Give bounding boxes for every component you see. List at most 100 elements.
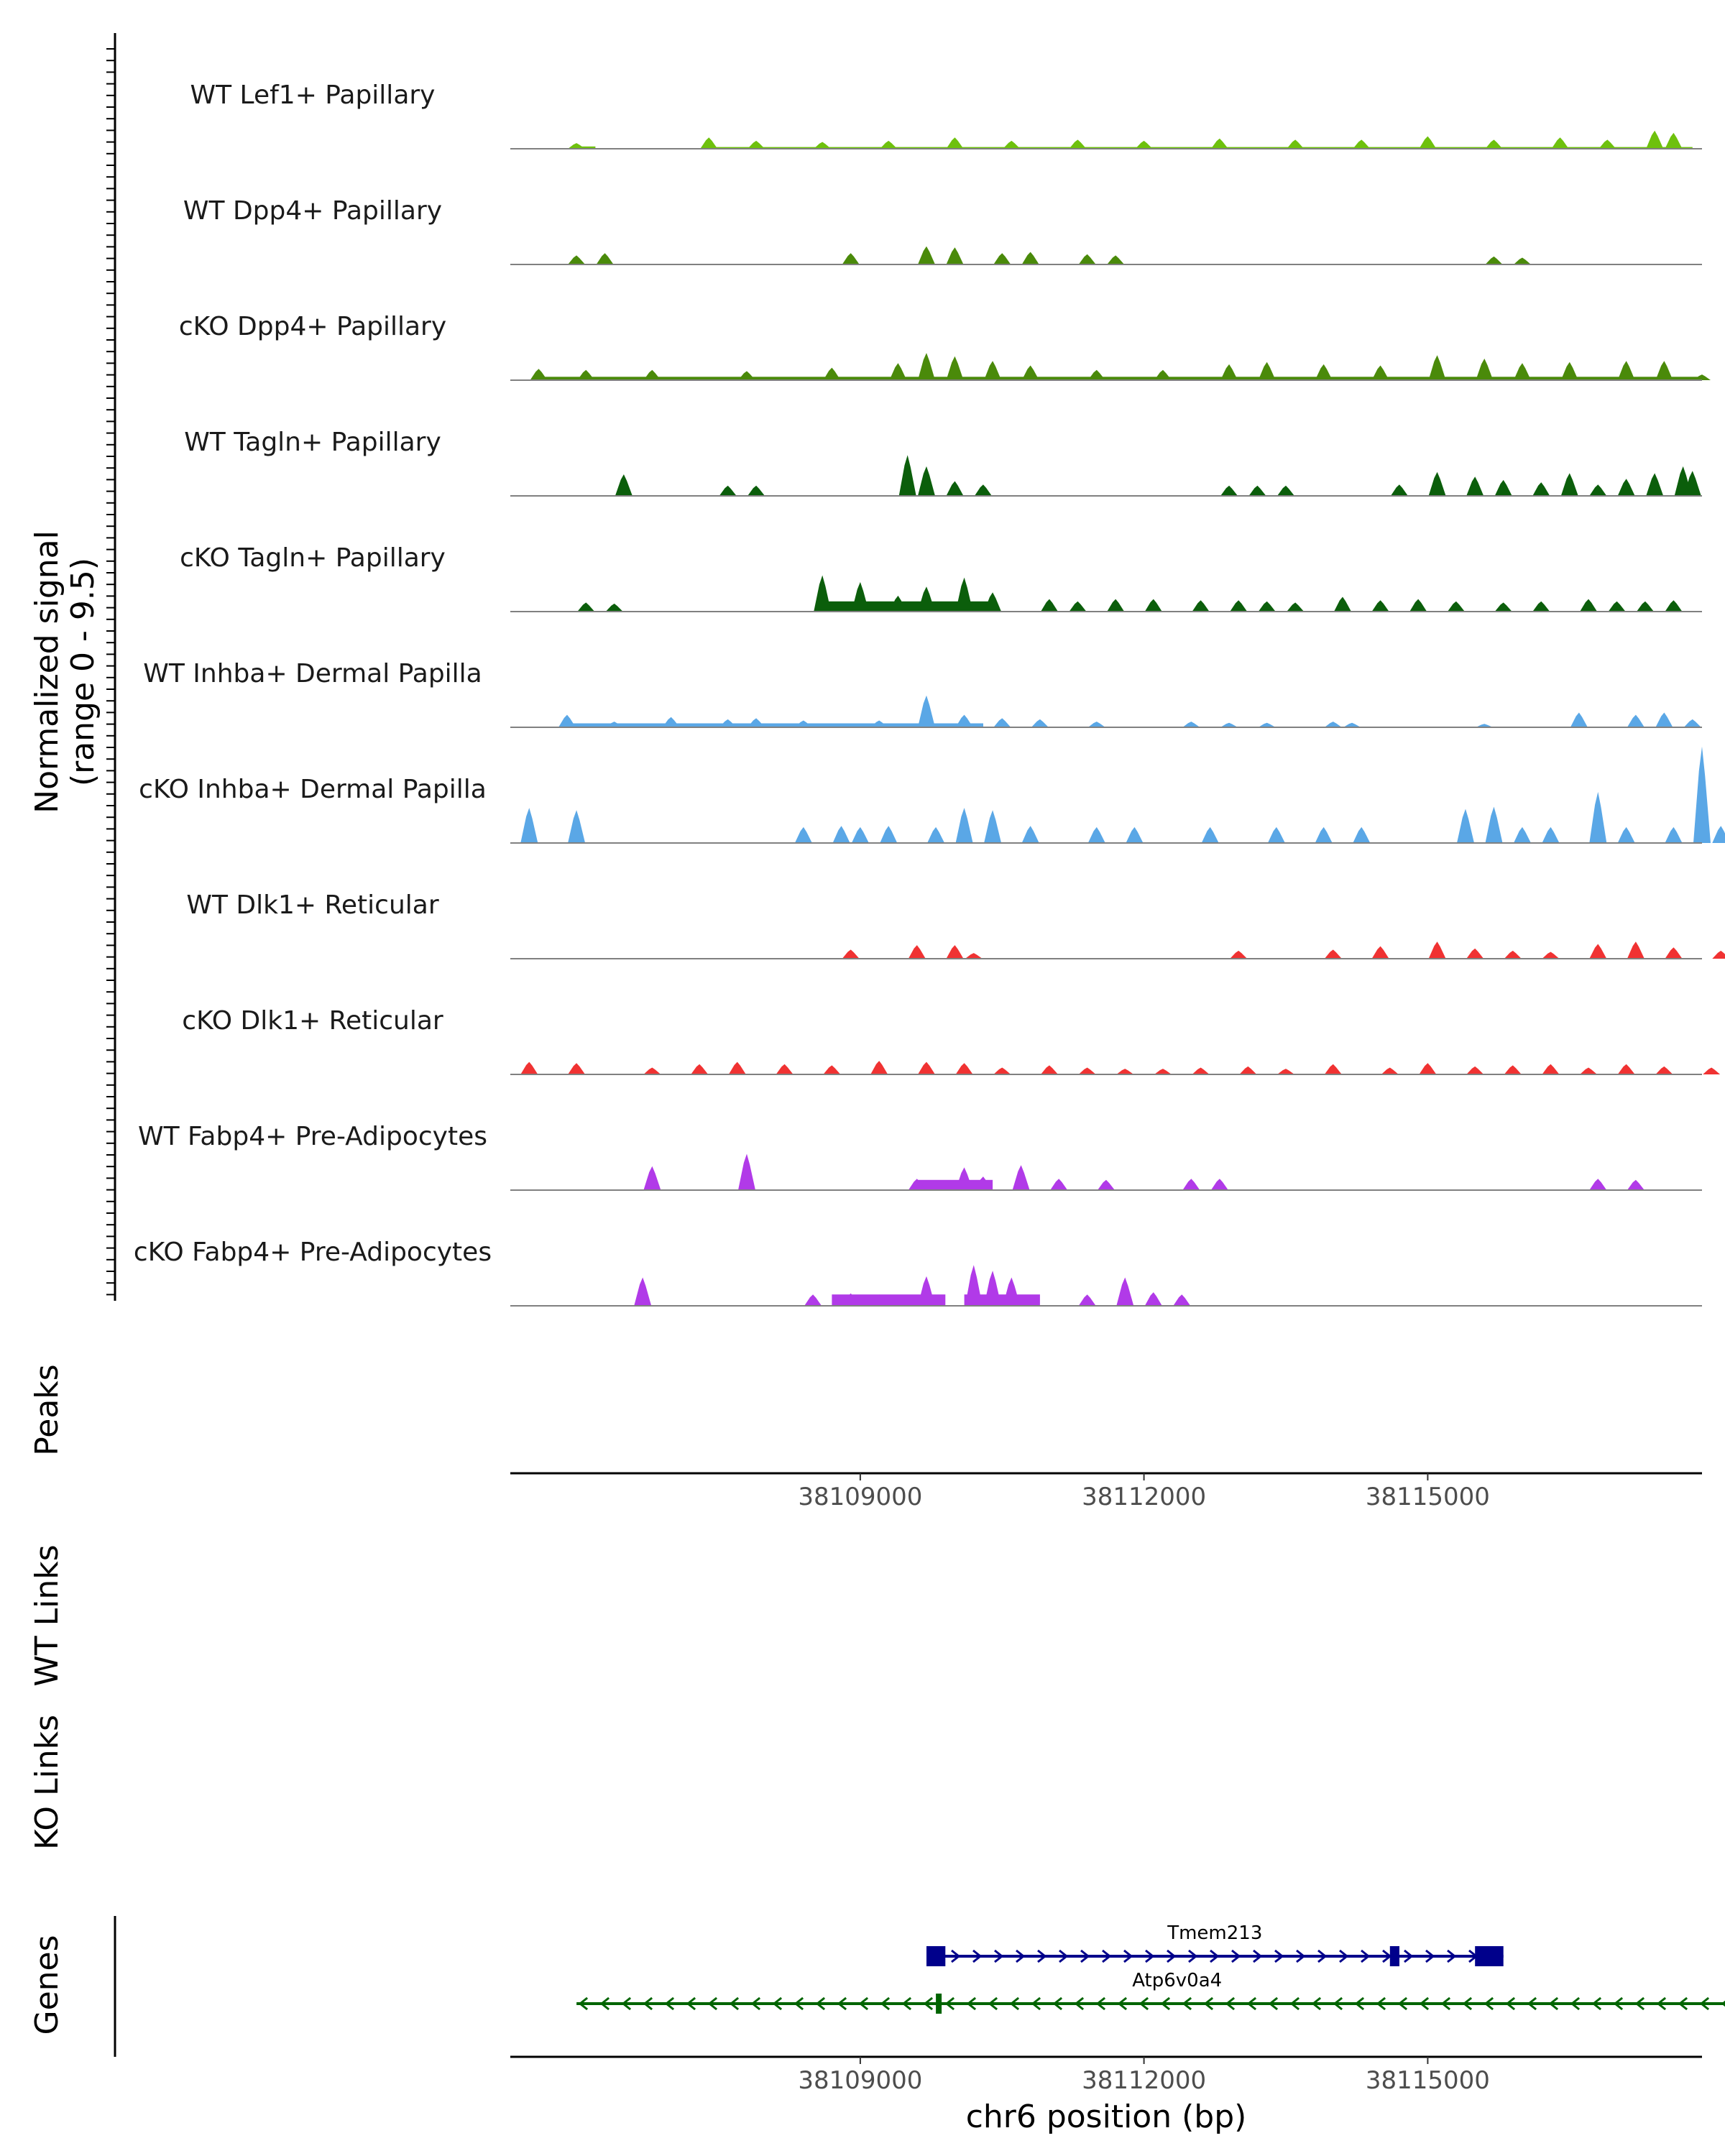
- coverage-peak: [1665, 947, 1683, 959]
- coverage-peak: [1144, 599, 1162, 612]
- track-label: cKO Dpp4+ Papillary: [179, 312, 446, 341]
- coverage-peak: [870, 720, 888, 727]
- strand-arrow: [1699, 1996, 1710, 2011]
- strand-arrow: [837, 1996, 847, 2011]
- genes-x-tick-label: 38115000: [1366, 2066, 1490, 2095]
- coverage-peak: [955, 1167, 973, 1190]
- strand-arrow: [1123, 1949, 1133, 1963]
- coverage-peak: [1712, 826, 1725, 843]
- strand-arrow: [1425, 1949, 1435, 1963]
- coverage-peak: [1514, 826, 1531, 843]
- coverage-peak: [568, 143, 586, 149]
- coverage-track: WT Tagln+ Papillary: [184, 428, 1702, 497]
- strand-arrow: [923, 1996, 934, 2011]
- coverage-peak: [1287, 602, 1305, 612]
- coverage-peak: [1617, 1064, 1635, 1074]
- coverage-peak: [1494, 479, 1512, 496]
- coverage-peak: [1580, 1067, 1598, 1074]
- strand-arrow: [1656, 1996, 1667, 2011]
- coverage-peak: [738, 371, 755, 380]
- coverage-peak: [1476, 359, 1494, 380]
- coverage-track: cKO Dlk1+ Reticular: [182, 1006, 1721, 1075]
- coverage-peak: [1683, 719, 1701, 727]
- coverage-track: WT Inhba+ Dermal Papilla: [143, 659, 1702, 728]
- gene-exon: [1389, 1946, 1399, 1966]
- coverage-peak: [1428, 471, 1446, 496]
- strand-arrow: [815, 1996, 826, 2011]
- coverage-peak: [1476, 724, 1494, 727]
- gene-models: Tmem213 Atp6v0a4: [576, 1922, 1725, 2014]
- coverage-peak: [1230, 600, 1248, 612]
- strand-arrow: [729, 1996, 740, 2011]
- coverage-peak: [728, 1061, 746, 1074]
- coverage-track: WT Fabp4+ Pre-Adipocytes: [138, 1122, 1702, 1191]
- coverage-peak: [1655, 1066, 1673, 1074]
- coverage-peak: [814, 575, 832, 612]
- coverage-peak: [823, 1065, 841, 1074]
- strand-arrow: [1570, 1996, 1581, 2011]
- coverage-peak: [1220, 485, 1238, 496]
- coverage-peak: [918, 353, 935, 380]
- coverage-peak: [776, 1064, 794, 1074]
- coverage-peak: [1287, 139, 1305, 149]
- coverage-peak: [1154, 1069, 1172, 1074]
- gene-exon: [936, 1994, 942, 2014]
- strand-arrow: [1634, 1996, 1645, 2011]
- track-label: WT Tagln+ Papillary: [184, 428, 441, 457]
- strand-arrow: [951, 1949, 961, 1963]
- coverage-peak: [1655, 361, 1673, 380]
- strand-arrow: [621, 1996, 632, 2011]
- coverage-peak: [1069, 601, 1087, 612]
- coverage-peak: [927, 826, 945, 843]
- coverage-peak: [1419, 1063, 1437, 1074]
- track-label: WT Fabp4+ Pre-Adipocytes: [138, 1122, 487, 1151]
- coverage-peak: [662, 717, 680, 727]
- strand-arrow: [686, 1996, 696, 2011]
- coverage-peak: [1173, 1294, 1191, 1306]
- coverage-peak: [851, 581, 869, 612]
- coverage-peak: [1116, 1277, 1134, 1306]
- strand-arrow: [1009, 1996, 1020, 2011]
- strand-arrow: [707, 1996, 718, 2011]
- strand-arrow: [1404, 1949, 1414, 1963]
- coverage-tracks: WT Lef1+ Papillary WT Dpp4+ Papillary cKO …: [134, 80, 1725, 1307]
- coverage-peak: [1494, 602, 1512, 612]
- coverage-peak: [1182, 722, 1200, 727]
- strand-arrow: [1721, 2000, 1725, 2007]
- coverage-peak: [823, 367, 841, 380]
- strand-arrow: [1548, 1996, 1559, 2011]
- coverage-peak: [898, 455, 916, 496]
- strand-arrow: [966, 1996, 977, 2011]
- coverage-peak: [568, 1063, 586, 1074]
- coverage-peak: [520, 1061, 538, 1074]
- strand-arrow: [1102, 1949, 1112, 1963]
- coverage-peak: [1381, 1067, 1399, 1074]
- coverage-peak: [1560, 361, 1578, 380]
- strand-arrow: [1419, 1996, 1430, 2011]
- coverage-peak: [1353, 826, 1371, 843]
- coverage-peak: [558, 714, 576, 727]
- coverage-peak: [946, 356, 964, 380]
- coverage-peak: [1447, 601, 1465, 612]
- coverage-peak: [1504, 950, 1522, 959]
- coverage-peak: [918, 466, 935, 496]
- coverage-peak: [1532, 482, 1550, 496]
- coverage-peak: [643, 1166, 661, 1190]
- coverage-peak: [1542, 1064, 1560, 1074]
- coverage-peak: [1514, 363, 1531, 380]
- coverage-baseline-signal: [538, 377, 1702, 380]
- strand-arrow: [1182, 1996, 1192, 2011]
- coverage-peak: [1267, 826, 1285, 843]
- strand-arrow: [1231, 1949, 1241, 1963]
- coverage-peak: [955, 1063, 973, 1074]
- coverage-peak: [984, 1271, 1002, 1306]
- strand-arrow: [1052, 1996, 1063, 2011]
- coverage-peak: [1712, 950, 1725, 959]
- coverage-peak: [1334, 596, 1351, 612]
- strand-arrow: [750, 1996, 761, 2011]
- coverage-peak: [1485, 806, 1503, 843]
- coverage-peak: [605, 603, 623, 612]
- strand-arrow: [1333, 1996, 1343, 2011]
- coverage-peak: [691, 1064, 709, 1074]
